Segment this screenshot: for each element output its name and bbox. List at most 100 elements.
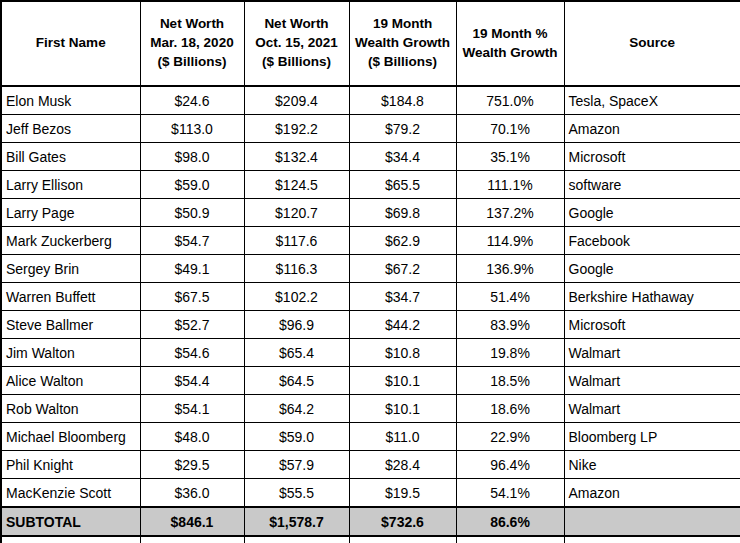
summary-label-cell: ALL OTHERS [1,536,140,543]
growth-pct-cell: 18.5% [456,367,564,395]
worth-2021-cell: $192.2 [244,115,349,143]
worth-2021-cell: $3,440.7 [244,536,349,543]
worth-2021-cell: $132.4 [244,143,349,171]
name-cell: Larry Page [1,199,140,227]
worth-2021-cell: $57.9 [244,451,349,479]
growth-cell: $10.1 [349,395,456,423]
table-row: Rob Walton$54.1$64.2$10.118.6%Walmart [1,395,740,423]
worth-2020-cell: $54.6 [140,339,244,367]
worth-2021-cell: $55.5 [244,479,349,508]
header-source: Source [564,1,740,86]
growth-pct-cell: 18.6% [456,395,564,423]
name-cell: Larry Ellison [1,171,140,199]
growth-cell: $34.7 [349,283,456,311]
source-cell: Google [564,199,740,227]
billionaire-wealth-table: First Name Net Worth Mar. 18, 2020 ($ Bi… [0,0,740,543]
worth-2020-cell: $52.7 [140,311,244,339]
growth-cell: $65.5 [349,171,456,199]
summary-label-cell: SUBTOTAL [1,507,140,536]
header-net-worth-2020: Net Worth Mar. 18, 2020 ($ Billions) [140,1,244,86]
name-cell: Alice Walton [1,367,140,395]
worth-2020-cell: $67.5 [140,283,244,311]
table-row: Elon Musk$24.6$209.4$184.8751.0%Tesla, S… [1,86,740,115]
worth-2020-cell: $29.5 [140,451,244,479]
worth-2020-cell: $846.1 [140,507,244,536]
growth-pct-cell: 86.6% [456,507,564,536]
growth-cell: $69.8 [349,199,456,227]
growth-cell: $10.8 [349,339,456,367]
worth-2021-cell: $117.6 [244,227,349,255]
worth-2020-cell: $98.0 [140,143,244,171]
source-cell: Walmart [564,367,740,395]
growth-pct-cell: 51.4% [456,283,564,311]
worth-2020-cell: $54.4 [140,367,244,395]
table-header: First Name Net Worth Mar. 18, 2020 ($ Bi… [1,1,740,86]
growth-cell: $79.2 [349,115,456,143]
worth-2020-cell: $49.1 [140,255,244,283]
growth-pct-cell: 63.7% [456,536,564,543]
name-cell: Jim Walton [1,339,140,367]
name-cell: Bill Gates [1,143,140,171]
source-cell: Nike [564,451,740,479]
summary-source-cell [564,507,740,536]
growth-pct-cell: 751.0% [456,86,564,115]
worth-2021-cell: $96.9 [244,311,349,339]
name-cell: Mark Zuckerberg [1,227,140,255]
worth-2020-cell: $36.0 [140,479,244,508]
table-row: Michael Bloomberg$48.0$59.0$11.022.9%Blo… [1,423,740,451]
header-row: First Name Net Worth Mar. 18, 2020 ($ Bi… [1,1,740,86]
table-row: Sergey Brin$49.1$116.3$67.2136.9%Google [1,255,740,283]
growth-cell: $11.0 [349,423,456,451]
worth-2021-cell: $124.5 [244,171,349,199]
worth-2020-cell: $48.0 [140,423,244,451]
worth-2021-cell: $64.2 [244,395,349,423]
worth-2021-cell: $120.7 [244,199,349,227]
growth-cell: $184.8 [349,86,456,115]
header-first-name: First Name [1,1,140,86]
table-row: MacKenzie Scott$36.0$55.5$19.554.1%Amazo… [1,479,740,508]
growth-pct-cell: 83.9% [456,311,564,339]
source-cell: Microsoft [564,143,740,171]
source-cell: Bloomberg LP [564,423,740,451]
name-cell: Warren Buffett [1,283,140,311]
growth-cell: $1,339.3 [349,536,456,543]
worth-2021-cell: $116.3 [244,255,349,283]
growth-pct-cell: 70.1% [456,115,564,143]
table-row: Alice Walton$54.4$64.5$10.118.5%Walmart [1,367,740,395]
name-cell: MacKenzie Scott [1,479,140,508]
growth-pct-cell: 22.9% [456,423,564,451]
header-wealth-growth: 19 Month Wealth Growth ($ Billions) [349,1,456,86]
growth-pct-cell: 136.9% [456,255,564,283]
growth-cell: $34.4 [349,143,456,171]
name-cell: Elon Musk [1,86,140,115]
header-wealth-growth-pct: 19 Month % Wealth Growth [456,1,564,86]
growth-pct-cell: 114.9% [456,227,564,255]
summary-source-cell [564,536,740,543]
source-cell: Amazon [564,479,740,508]
table-row: Bill Gates$98.0$132.4$34.435.1%Microsoft [1,143,740,171]
growth-pct-cell: 111.1% [456,171,564,199]
table-row: Larry Ellison$59.0$124.5$65.5111.1%softw… [1,171,740,199]
growth-pct-cell: 19.8% [456,339,564,367]
source-cell: Facebook [564,227,740,255]
growth-cell: $67.2 [349,255,456,283]
table-row: Jim Walton$54.6$65.4$10.819.8%Walmart [1,339,740,367]
source-cell: Amazon [564,115,740,143]
source-cell: Microsoft [564,311,740,339]
worth-2020-cell: $2,101.4 [140,536,244,543]
worth-2021-cell: $59.0 [244,423,349,451]
summary-row: SUBTOTAL$846.1$1,578.7$732.686.6% [1,507,740,536]
table-body: Elon Musk$24.6$209.4$184.8751.0%Tesla, S… [1,86,740,543]
growth-pct-cell: 96.4% [456,451,564,479]
growth-cell: $732.6 [349,507,456,536]
worth-2020-cell: $59.0 [140,171,244,199]
table-row: Larry Page$50.9$120.7$69.8137.2%Google [1,199,740,227]
name-cell: Steve Ballmer [1,311,140,339]
table-row: Phil Knight$29.5$57.9$28.496.4%Nike [1,451,740,479]
table-row: Warren Buffett$67.5$102.2$34.751.4%Berks… [1,283,740,311]
worth-2020-cell: $54.1 [140,395,244,423]
name-cell: Rob Walton [1,395,140,423]
header-net-worth-2021: Net Worth Oct. 15, 2021 ($ Billions) [244,1,349,86]
growth-cell: $19.5 [349,479,456,508]
worth-2020-cell: $24.6 [140,86,244,115]
